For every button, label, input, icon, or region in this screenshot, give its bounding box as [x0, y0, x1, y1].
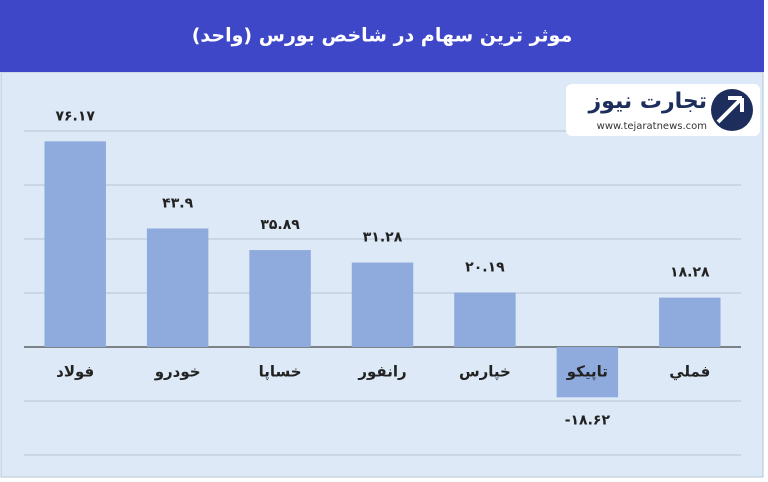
- bar: [44, 141, 106, 347]
- x-tick-label: رانفور: [357, 363, 406, 381]
- logo-arrow: [716, 96, 744, 124]
- x-tick-label: فملي: [669, 363, 710, 381]
- chart-title: موثر ترین سهام در شاخص بورس (واحد): [192, 25, 572, 47]
- bar: [454, 292, 516, 347]
- logo: تجارت نیوز www.tejaratnews.com: [566, 84, 760, 136]
- value-label: ۴۳.۹: [162, 195, 193, 211]
- value-label: -۱۸.۶۲: [565, 412, 611, 428]
- logo-box: [566, 84, 760, 136]
- bar: [351, 262, 414, 347]
- x-tick-label: خپارس: [459, 363, 511, 382]
- logo-name: تجارت نیوز: [587, 89, 707, 114]
- x-tick-label: فولاد: [56, 363, 94, 381]
- header: [0, 0, 764, 72]
- x-tick-label: خساپا: [259, 363, 302, 382]
- x-tick-label: خودرو: [154, 363, 201, 381]
- bar: [249, 250, 311, 347]
- bar: [659, 297, 721, 347]
- value-label: ۱۸.۲۸: [670, 265, 710, 281]
- logo-url: www.tejaratnews.com: [597, 121, 707, 132]
- value-label: ۳۱.۲۸: [363, 230, 403, 246]
- value-label: ۳۵.۸۹: [260, 217, 300, 233]
- bar: [556, 347, 619, 398]
- x-tick-label: تاپیکو: [566, 363, 608, 382]
- value-label: ۷۶.۱۷: [55, 108, 95, 124]
- bar: [146, 228, 209, 347]
- value-label: ۲۰.۱۹: [465, 259, 505, 275]
